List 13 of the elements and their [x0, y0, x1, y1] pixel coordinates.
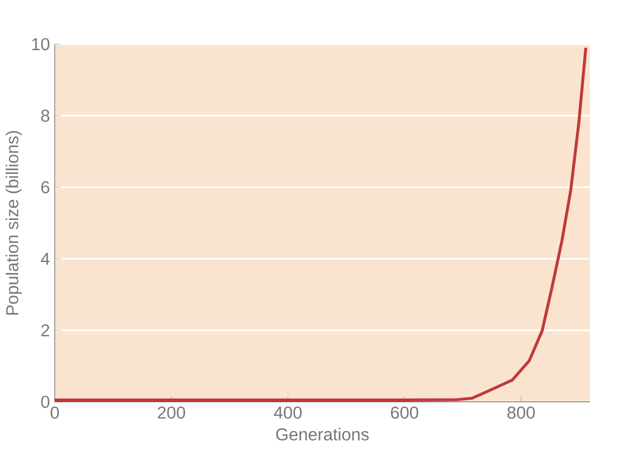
- y-tick-label: 8: [41, 110, 50, 122]
- y-tick-label: 4: [40, 253, 50, 265]
- y-tick-label: 6: [41, 181, 50, 194]
- y-tick-label: 10: [32, 38, 50, 51]
- x-axis-title: Generations: [276, 428, 369, 441]
- y-tick-label: 2: [41, 324, 50, 337]
- x-tick-label: 400: [274, 406, 302, 419]
- y-tick-label: 0: [41, 396, 50, 408]
- x-tick-label: 0: [50, 406, 59, 419]
- x-tick-label: 600: [391, 406, 418, 419]
- y-axis-title: Population size (billions): [6, 131, 22, 315]
- x-tick-label: 800: [507, 406, 535, 419]
- x-tick-label: 200: [158, 406, 186, 419]
